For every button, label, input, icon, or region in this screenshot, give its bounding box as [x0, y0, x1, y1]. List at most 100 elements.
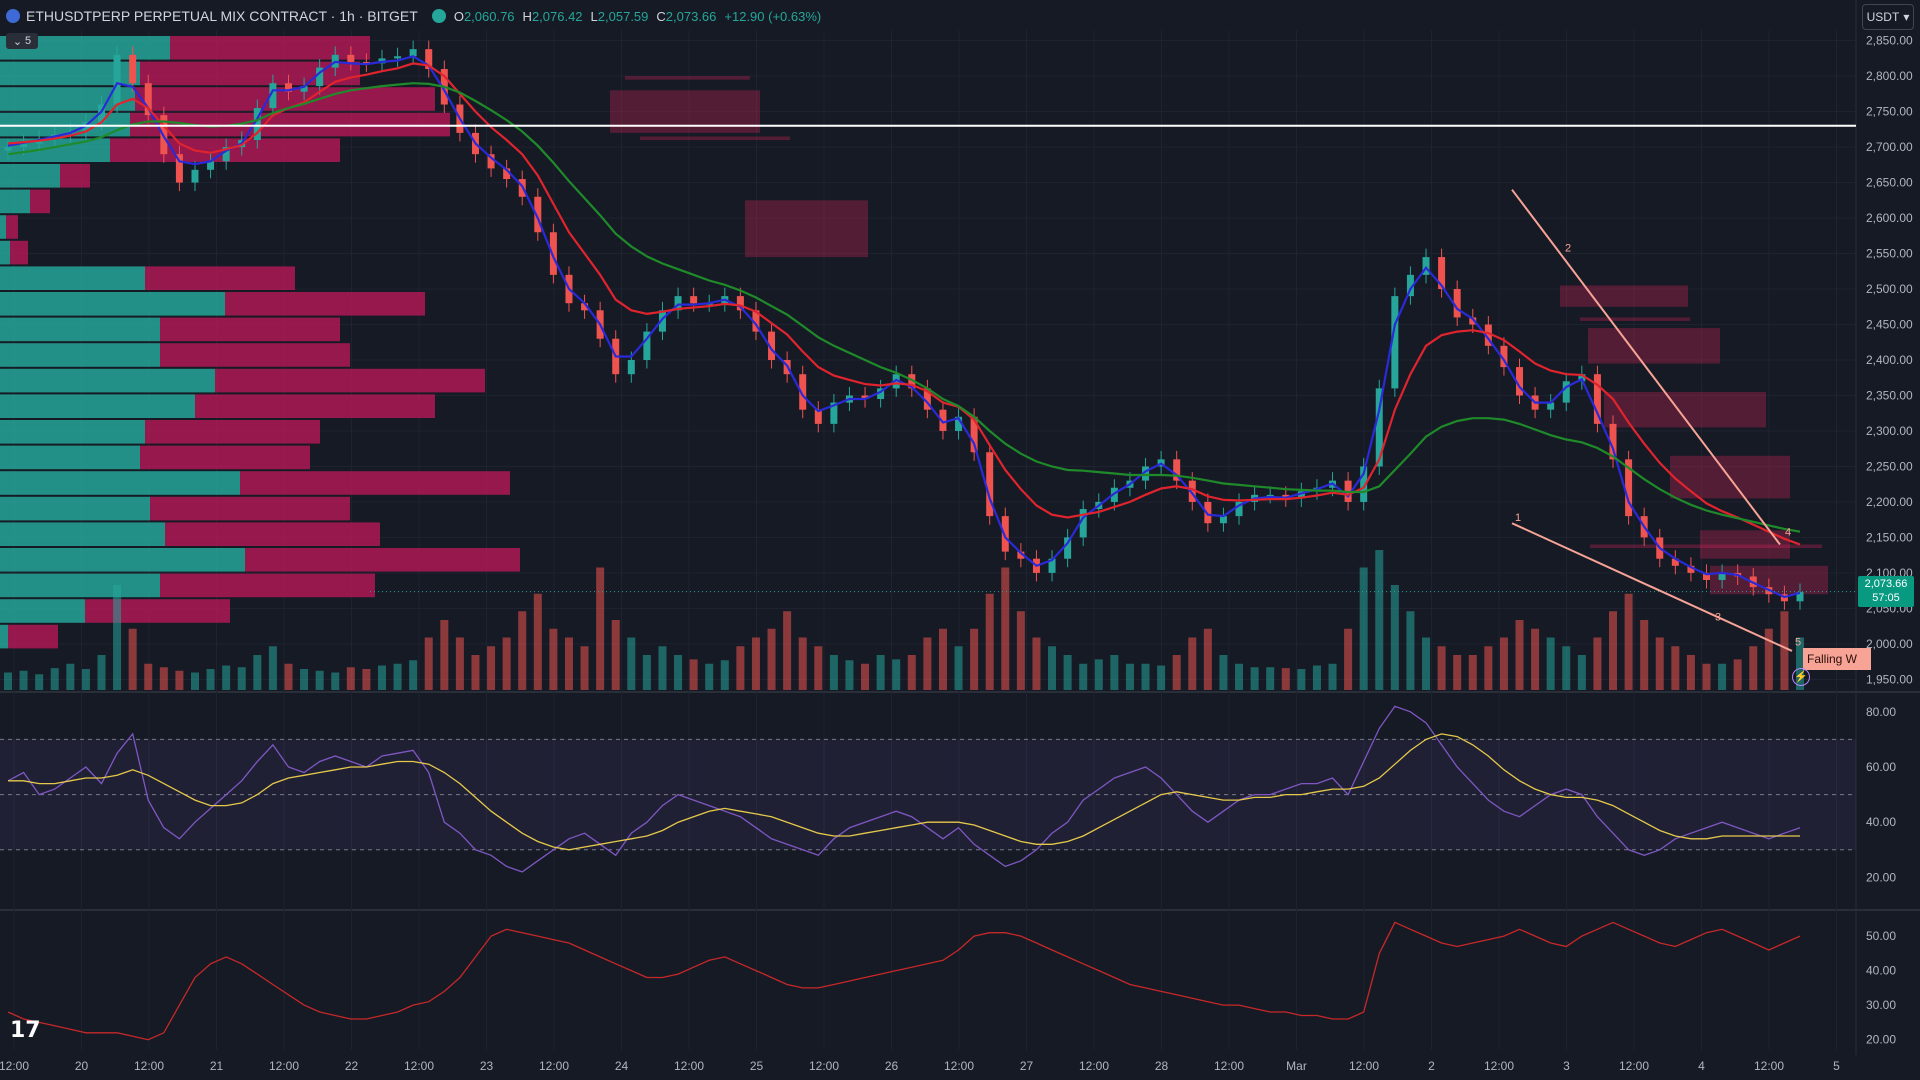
- candle-body: [1188, 480, 1196, 502]
- volume-bar: [533, 593, 542, 690]
- volume-bar: [674, 655, 683, 690]
- candle-body: [1235, 501, 1243, 517]
- volume-bar: [767, 628, 776, 690]
- rsi-line: [7, 705, 1801, 873]
- volume-bar: [829, 655, 838, 690]
- supply-zone: [1560, 285, 1688, 307]
- candle-body: [1017, 551, 1025, 559]
- volume-profile-buy: [0, 189, 30, 214]
- candle-body: [1406, 274, 1414, 297]
- volume-bar: [424, 637, 433, 690]
- volume-profile-buy: [0, 573, 160, 598]
- volume-bar: [985, 593, 994, 690]
- volume-bar: [159, 667, 168, 690]
- volume-bar: [66, 663, 75, 690]
- volume-profile-buy: [0, 138, 110, 162]
- eth-logo-icon: [6, 9, 20, 23]
- volume-profile-sell: [245, 548, 520, 572]
- volume-bar: [1188, 637, 1197, 690]
- volume-profile-sell: [135, 87, 435, 111]
- volume-profile-sell: [215, 368, 485, 393]
- candle-body: [97, 104, 105, 123]
- volume-profile-sell: [195, 394, 435, 418]
- candle-body: [487, 154, 495, 169]
- price-tick-label: 2,500.00: [1866, 282, 1913, 296]
- volume-profile-buy: [0, 215, 6, 239]
- wedge-point-label: 4: [1785, 526, 1791, 538]
- horizontal-line[interactable]: [0, 124, 1856, 593]
- volume-bar: [331, 672, 340, 690]
- volume-bar: [1468, 655, 1477, 690]
- volume-profile-sell: [10, 240, 28, 265]
- volume-profile-buy: [0, 164, 60, 188]
- candle-body: [627, 360, 635, 375]
- time-tick-label: 12:00: [674, 1059, 704, 1073]
- indicators-collapse-button[interactable]: ⌄ 5: [6, 33, 38, 49]
- candle-body: [1173, 459, 1181, 481]
- falling-wedge-drawing[interactable]: 1 2 3 4 5: [1511, 189, 1801, 652]
- volume-bar: [627, 637, 636, 690]
- volume-bar: [1437, 646, 1446, 690]
- osc-tick-label: 50.00: [1866, 929, 1896, 943]
- volume-bar: [1624, 593, 1633, 690]
- volume-bar: [253, 655, 262, 690]
- candle-body: [1297, 491, 1305, 499]
- candle-body: [394, 56, 402, 59]
- candle-body: [534, 196, 542, 233]
- candle-body: [1079, 509, 1087, 538]
- candle-body: [923, 388, 931, 410]
- volume-profile-buy: [0, 420, 145, 444]
- volume-profile-sell: [130, 112, 450, 137]
- symbol-title[interactable]: ETHUSDTPERP PERPETUAL MIX CONTRACT · 1h …: [26, 8, 418, 24]
- volume-bar: [97, 655, 106, 690]
- supply-zone: [1590, 544, 1822, 549]
- volume-bar: [1125, 663, 1134, 690]
- candle-body: [1001, 516, 1009, 552]
- candle-body: [1687, 565, 1695, 573]
- ema-line: [7, 62, 1801, 546]
- candle-body: [1547, 402, 1555, 410]
- time-tick-label: 26: [885, 1059, 899, 1073]
- market-status-icon: [431, 9, 446, 23]
- volume-bar: [1702, 663, 1711, 690]
- rsi-tick-label: 20.00: [1866, 870, 1896, 884]
- volume-bar: [1203, 628, 1212, 690]
- volume-bar: [1110, 655, 1119, 690]
- volume-bar: [346, 667, 355, 690]
- candle-body: [986, 452, 994, 517]
- volume-profile-buy: [0, 368, 215, 393]
- time-tick-label: 24: [615, 1059, 629, 1073]
- currency-selector[interactable]: USDT ▾: [1862, 4, 1914, 30]
- volume-bar: [1266, 667, 1275, 690]
- candle-body: [1578, 374, 1586, 382]
- candle-body: [207, 161, 215, 170]
- volume-profile-sell: [6, 215, 18, 239]
- volume-bar: [1422, 637, 1431, 690]
- candle-body: [1204, 501, 1212, 524]
- time-tick-label: 12:00: [809, 1059, 839, 1073]
- volume-bar: [1499, 637, 1508, 690]
- candle-body: [658, 310, 666, 332]
- chart-header[interactable]: ETHUSDTPERP PERPETUAL MIX CONTRACT · 1h …: [6, 6, 821, 26]
- candle-body: [1375, 388, 1383, 467]
- volume-bar: [1281, 668, 1290, 690]
- volume-bar: [596, 567, 605, 690]
- supply-zone: [745, 200, 868, 258]
- time-tick-label: 12:00: [1214, 1059, 1244, 1073]
- wedge-lower-line: [1511, 522, 1793, 652]
- candle-body: [1391, 296, 1399, 389]
- volume-bar: [1344, 628, 1353, 690]
- tradingview-logo[interactable]: 17: [10, 1018, 41, 1043]
- falling-wedge-label[interactable]: Falling W: [1803, 648, 1871, 670]
- wedge-upper-line: [1511, 189, 1781, 546]
- candle-body: [877, 388, 885, 400]
- volume-bar: [549, 628, 558, 690]
- lightning-icon[interactable]: ⚡: [1792, 668, 1810, 686]
- time-tick-label: 12:00: [1619, 1059, 1649, 1073]
- volume-bar: [1453, 655, 1462, 690]
- candle-body: [1110, 487, 1118, 502]
- volume-bar: [315, 670, 324, 690]
- volume-profile-buy: [0, 112, 130, 137]
- candle-body: [347, 54, 355, 62]
